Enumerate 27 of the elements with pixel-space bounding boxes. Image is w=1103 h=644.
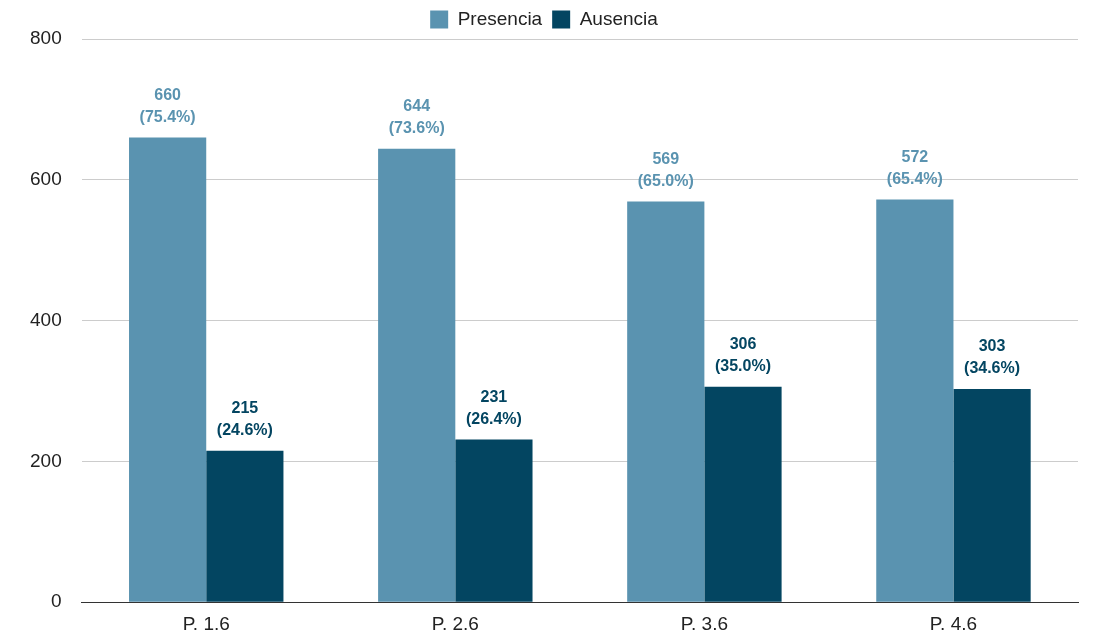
x-tick-label: P. 3.6 xyxy=(680,612,728,634)
bar xyxy=(876,199,954,602)
data-label: 303 (34.6%) xyxy=(964,337,1021,377)
data-label: 572 (65.4%) xyxy=(886,147,943,187)
legend-label: Ausencia xyxy=(579,7,659,29)
bar xyxy=(378,148,456,602)
bar xyxy=(206,450,284,602)
y-tick-label: 200 xyxy=(30,449,62,471)
legend-label: Presencia xyxy=(457,7,543,29)
y-tick-label: 800 xyxy=(30,27,62,49)
x-tick-label: P. 1.6 xyxy=(182,612,230,634)
bar xyxy=(455,439,533,602)
x-tick-label: P. 4.6 xyxy=(929,612,978,634)
data-label: 644 (73.6%) xyxy=(388,97,445,137)
data-label: 306 (35.0%) xyxy=(714,335,772,375)
data-label: 660 (75.4%) xyxy=(139,85,196,125)
bar xyxy=(627,201,705,602)
bar xyxy=(129,137,207,602)
data-label: 215 (24.6%) xyxy=(216,399,273,439)
y-tick-label: 600 xyxy=(30,168,62,190)
data-label: 231 (26.4%) xyxy=(465,387,522,427)
data-label: 569 (65.0%) xyxy=(637,150,694,190)
bar xyxy=(704,386,782,602)
bar xyxy=(953,388,1031,602)
y-tick-label: 400 xyxy=(30,308,62,330)
x-tick-label: P. 2.6 xyxy=(431,612,479,634)
y-tick-label: 0 xyxy=(51,590,62,612)
